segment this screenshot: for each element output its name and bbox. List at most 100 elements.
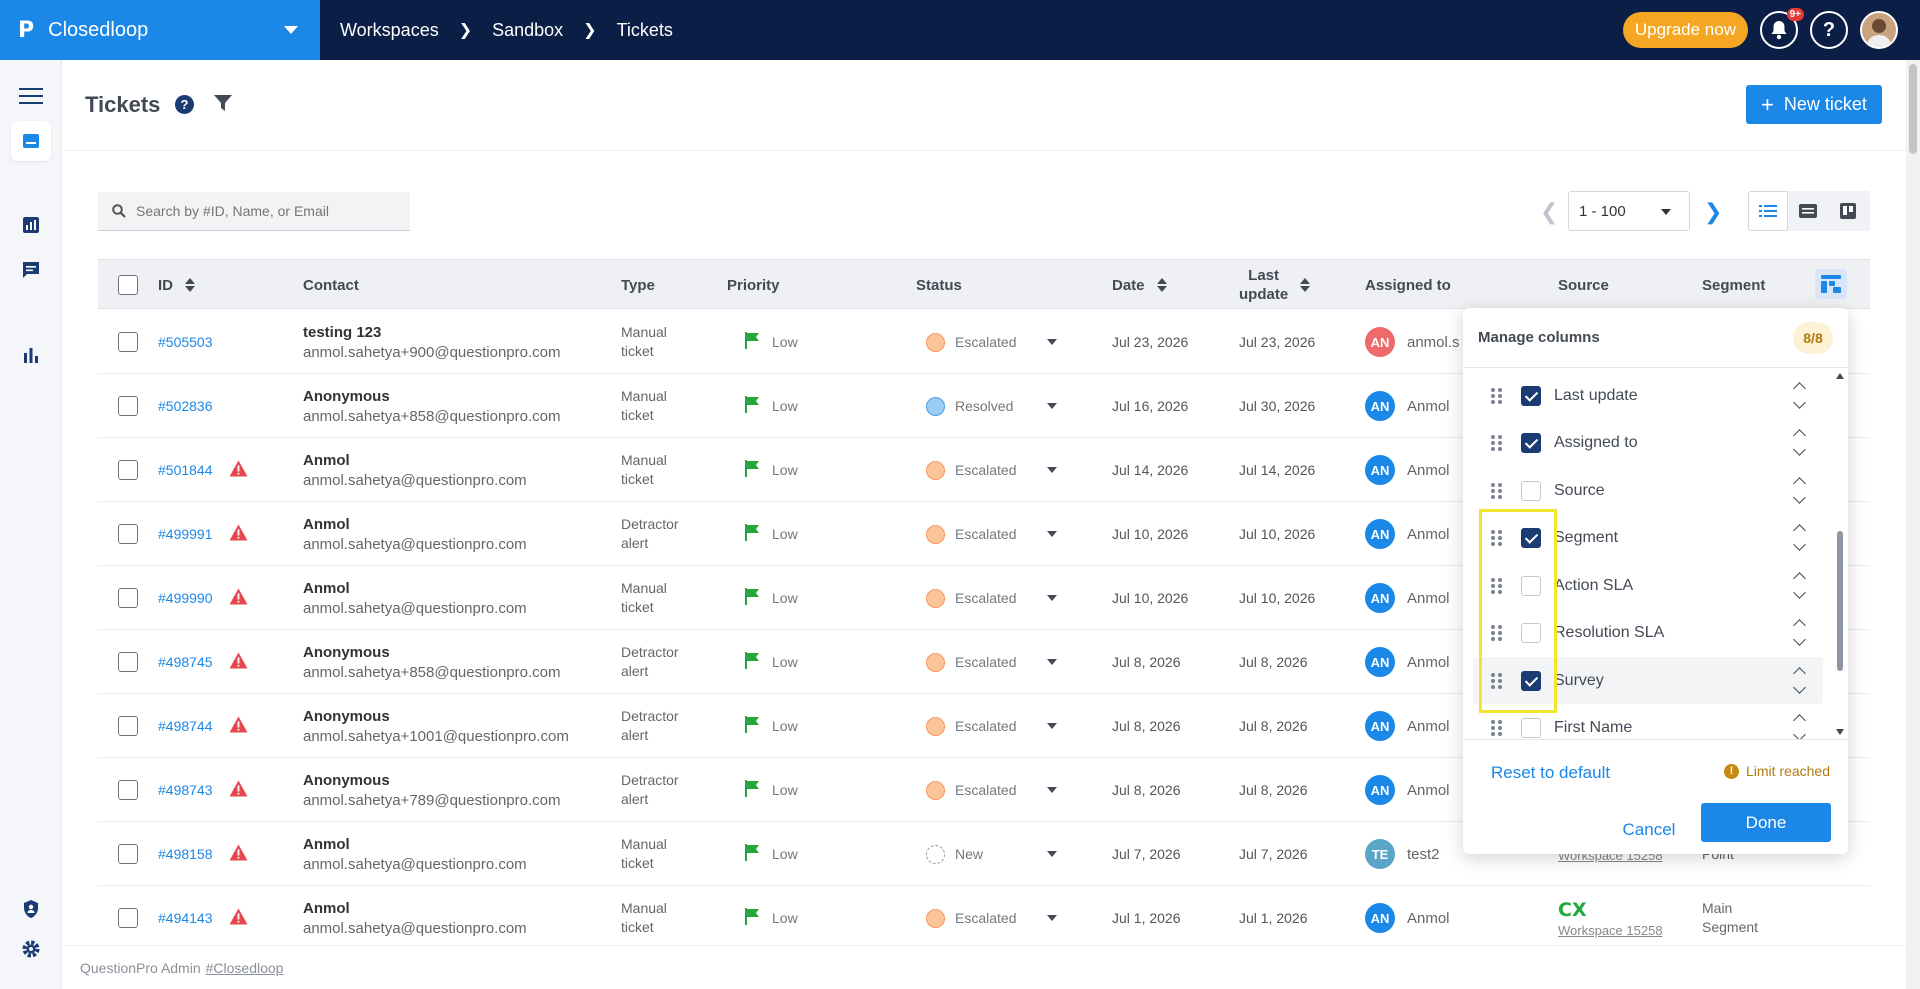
column-checkbox[interactable] xyxy=(1521,718,1541,738)
messages-nav-icon[interactable] xyxy=(11,250,51,290)
column-list[interactable]: Last update Assigned to Source Segment Actio… xyxy=(1463,369,1848,739)
column-checkbox[interactable] xyxy=(1521,575,1541,596)
reorder-arrows-icon[interactable] xyxy=(1793,664,1809,698)
sort-icon[interactable] xyxy=(185,278,195,292)
drag-handle-icon[interactable] xyxy=(1491,482,1503,499)
card-view-icon[interactable] xyxy=(1788,191,1828,231)
status-dropdown[interactable]: Escalated xyxy=(926,758,1060,822)
tickets-nav-icon[interactable] xyxy=(11,121,51,161)
reorder-arrows-icon[interactable] xyxy=(1793,426,1809,460)
filter-icon[interactable] xyxy=(214,95,232,114)
kanban-view-icon[interactable] xyxy=(1828,191,1868,231)
ticket-id-link[interactable]: #498745 xyxy=(158,654,213,670)
priority-dropdown[interactable]: Low xyxy=(744,758,954,822)
table-row[interactable]: #499990 Anmol anmol.sahetya@questionpro.co… xyxy=(98,566,1870,630)
reset-to-default-link[interactable]: Reset to default xyxy=(1491,763,1611,782)
priority-dropdown[interactable]: Low xyxy=(744,694,954,758)
status-dropdown[interactable]: Escalated xyxy=(926,310,1060,374)
help-circle-icon[interactable]: ? xyxy=(175,95,194,114)
column-option-last-update[interactable]: Last update xyxy=(1473,372,1823,419)
scroll-up-icon[interactable] xyxy=(1836,373,1844,379)
row-checkbox[interactable] xyxy=(118,908,138,928)
ticket-id-link[interactable]: #494143 xyxy=(158,910,213,926)
table-row[interactable]: #499991 Anmol anmol.sahetya@questionpro.co… xyxy=(98,502,1870,566)
status-dropdown[interactable]: Escalated xyxy=(926,438,1060,502)
avatar[interactable] xyxy=(1860,11,1898,49)
prev-page-icon[interactable]: ❮ xyxy=(1540,199,1559,224)
notifications-button[interactable]: 9+ xyxy=(1760,8,1804,49)
done-button[interactable]: Done xyxy=(1701,803,1831,842)
upgrade-button[interactable]: Upgrade now xyxy=(1622,12,1748,48)
ticket-id-link[interactable]: #501844 xyxy=(158,462,213,478)
ticket-id-link[interactable]: #499990 xyxy=(158,590,213,606)
brand-switcher[interactable]: P Closedloop xyxy=(0,0,320,60)
popover-scrollbar[interactable] xyxy=(1836,371,1844,737)
table-row[interactable]: #498744 Anonymous anmol.sahetya+1001@quest… xyxy=(98,694,1870,758)
gear-icon[interactable] xyxy=(11,929,51,969)
ticket-id-link[interactable]: #502836 xyxy=(158,398,213,414)
column-checkbox[interactable] xyxy=(1521,528,1541,548)
table-row[interactable]: #498743 Anonymous anmol.sahetya+789@questi… xyxy=(98,758,1870,822)
ticket-id-link[interactable]: #498744 xyxy=(158,718,213,734)
row-checkbox[interactable] xyxy=(118,652,138,672)
column-option-assigned-to[interactable]: Assigned to xyxy=(1473,420,1823,467)
priority-dropdown[interactable]: Low xyxy=(744,374,954,438)
row-checkbox[interactable] xyxy=(118,524,138,544)
column-checkbox[interactable] xyxy=(1521,480,1541,501)
help-button[interactable]: ? xyxy=(1810,11,1848,49)
priority-dropdown[interactable]: Low xyxy=(744,502,954,566)
status-dropdown[interactable]: New xyxy=(926,822,1060,886)
header-last-update[interactable]: Last update xyxy=(1239,260,1311,310)
scroll-down-icon[interactable] xyxy=(1836,729,1844,735)
source-workspace-link[interactable]: Workspace 15258 xyxy=(1558,922,1663,938)
row-checkbox[interactable] xyxy=(118,396,138,416)
column-checkbox[interactable] xyxy=(1521,433,1541,453)
reorder-arrows-icon[interactable] xyxy=(1793,711,1809,739)
footer-link[interactable]: #Closedloop xyxy=(205,959,284,976)
column-option-action-sla[interactable]: Action SLA xyxy=(1473,562,1823,609)
column-option-source[interactable]: Source xyxy=(1473,467,1823,514)
status-dropdown[interactable]: Escalated xyxy=(926,502,1060,566)
breadcrumb-sandbox[interactable]: Sandbox xyxy=(492,19,564,40)
dashboard-nav-icon[interactable] xyxy=(11,205,51,245)
table-row[interactable]: #501844 Anmol anmol.sahetya@questionpro.co… xyxy=(98,438,1870,502)
column-option-segment[interactable]: Segment xyxy=(1473,515,1823,562)
ticket-id-link[interactable]: #505503 xyxy=(158,334,213,350)
row-checkbox[interactable] xyxy=(118,588,138,608)
select-all-checkbox[interactable] xyxy=(118,275,138,295)
list-view-icon[interactable] xyxy=(1748,191,1788,231)
breadcrumb-workspaces[interactable]: Workspaces xyxy=(340,19,439,40)
column-checkbox[interactable] xyxy=(1521,385,1541,406)
menu-icon[interactable] xyxy=(11,76,51,116)
scrollbar-thumb[interactable] xyxy=(1837,531,1843,671)
ticket-id-link[interactable]: #499991 xyxy=(158,526,213,542)
drag-handle-icon[interactable] xyxy=(1491,435,1503,451)
priority-dropdown[interactable]: Low xyxy=(744,630,954,694)
priority-dropdown[interactable]: Low xyxy=(744,438,954,502)
shield-icon[interactable] xyxy=(11,889,51,929)
reorder-arrows-icon[interactable] xyxy=(1793,379,1809,413)
row-checkbox[interactable] xyxy=(118,844,138,864)
priority-dropdown[interactable]: Low xyxy=(744,886,954,950)
row-checkbox[interactable] xyxy=(118,716,138,736)
sort-icon[interactable] xyxy=(1156,278,1167,292)
analytics-nav-icon[interactable] xyxy=(11,335,51,375)
row-checkbox[interactable] xyxy=(118,780,138,800)
column-checkbox[interactable] xyxy=(1521,623,1541,643)
table-row[interactable]: #494143 Anmol anmol.sahetya@questionpro.co… xyxy=(98,886,1870,950)
scrollbar-thumb[interactable] xyxy=(1909,64,1917,154)
header-date[interactable]: Date xyxy=(1112,260,1167,310)
priority-dropdown[interactable]: Low xyxy=(744,310,954,374)
reorder-arrows-icon[interactable] xyxy=(1793,569,1809,603)
ticket-id-link[interactable]: #498158 xyxy=(158,846,213,862)
row-checkbox[interactable] xyxy=(118,332,138,352)
status-dropdown[interactable]: Resolved xyxy=(926,374,1060,438)
reorder-arrows-icon[interactable] xyxy=(1793,616,1809,650)
column-option-resolution-sla[interactable]: Resolution SLA xyxy=(1473,610,1823,657)
drag-handle-icon[interactable] xyxy=(1491,530,1503,546)
page-range-select[interactable]: 1 - 100 xyxy=(1568,191,1690,231)
header-id[interactable]: ID xyxy=(158,260,195,310)
row-checkbox[interactable] xyxy=(118,460,138,480)
table-row[interactable]: #502836 Anonymous anmol.sahetya+858@questi… xyxy=(98,374,1870,438)
priority-dropdown[interactable]: Low xyxy=(744,566,954,630)
